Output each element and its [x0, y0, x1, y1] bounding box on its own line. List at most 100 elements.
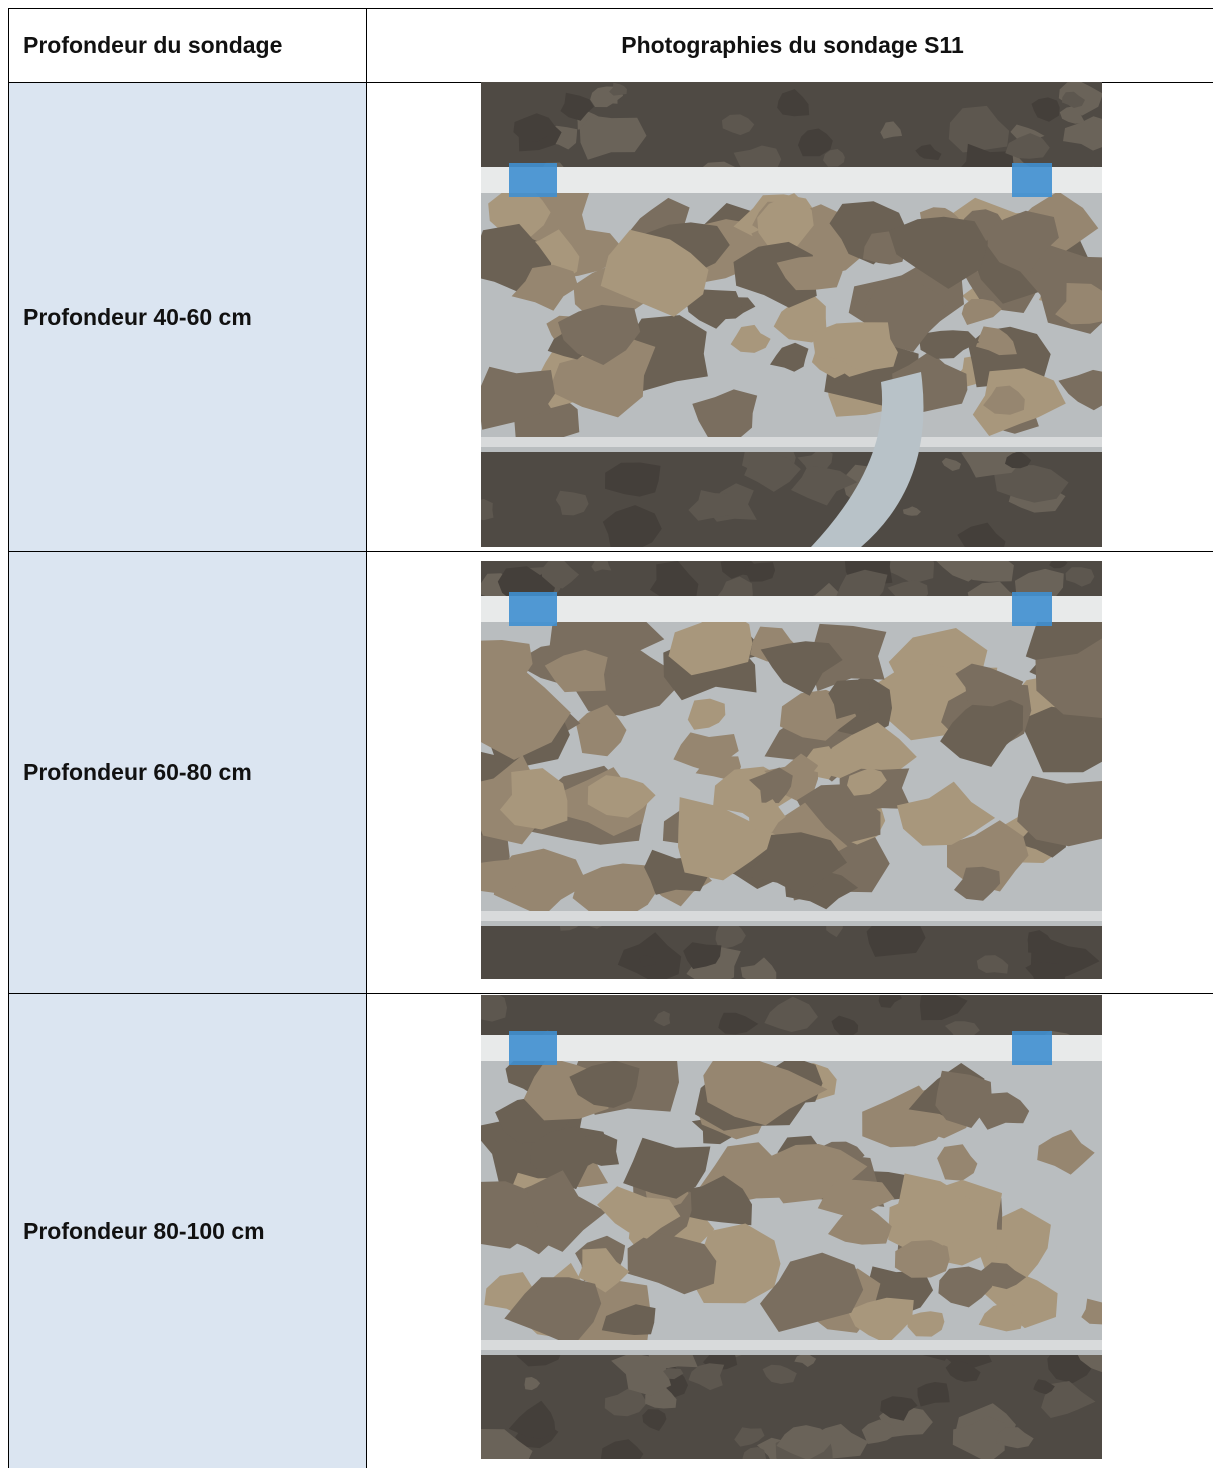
soil-clod: [703, 1046, 828, 1126]
soil-clod: [688, 1363, 725, 1391]
soil-clod: [798, 128, 833, 157]
soil-clod: [847, 768, 887, 796]
soil-clod: [575, 704, 627, 757]
soil-clod: [1033, 1379, 1055, 1395]
soil-clod: [748, 799, 786, 833]
pipe: [481, 596, 1102, 622]
soil-clod: [794, 1351, 817, 1367]
soil-clod: [481, 858, 529, 893]
soil-clod: [823, 149, 845, 167]
soil-clod: [941, 457, 961, 471]
soil-clod: [1063, 116, 1102, 151]
soil-clod: [975, 326, 1017, 356]
header-cell: Profondeur du sondage: [8, 8, 366, 82]
soil-clod: [948, 105, 1010, 153]
soil-clod: [653, 1010, 671, 1027]
soil-photo: [481, 561, 1102, 979]
soil-clod: [617, 932, 682, 979]
soil-clod: [687, 698, 726, 730]
soil-clod: [994, 465, 1069, 503]
soil-clod: [1035, 638, 1102, 719]
soil-clod: [604, 1388, 648, 1417]
tape: [509, 163, 557, 197]
soil-clod: [1081, 1298, 1102, 1325]
soil-clod: [828, 679, 870, 720]
soil-clod: [481, 662, 571, 760]
soil-clod: [996, 1427, 1034, 1449]
soil-clod: [481, 366, 555, 430]
soil-clod: [686, 289, 742, 329]
soil-clod: [1005, 133, 1050, 159]
row-label-cell: Profondeur 80-100 cm: [8, 993, 366, 1468]
soil-clod: [847, 1297, 914, 1345]
soil-clod: [983, 385, 1025, 415]
soil-clod: [721, 114, 755, 136]
soil-clod: [499, 768, 568, 830]
tape: [1012, 1031, 1052, 1065]
soil-clod: [579, 115, 647, 160]
soil-clod: [673, 732, 739, 773]
soil-clod: [600, 229, 709, 317]
pipe-edge: [481, 911, 1102, 921]
soil-clod: [915, 144, 942, 161]
soil-clod: [591, 561, 612, 572]
soil-clod: [765, 1144, 868, 1204]
soil-clod: [560, 92, 594, 121]
soil-clod: [979, 1092, 1030, 1130]
soil-clod: [558, 304, 641, 365]
soil-photo: [481, 82, 1102, 547]
soil-clod: [1037, 1129, 1095, 1175]
soil-clod: [935, 1070, 992, 1128]
soil-clod: [770, 342, 809, 372]
soil-clod: [811, 623, 887, 692]
soil-clod: [937, 1144, 978, 1181]
soil-clod: [572, 863, 661, 919]
soil-clod: [893, 1173, 989, 1246]
soil-clod: [980, 1262, 1027, 1290]
soil-clod: [730, 324, 771, 353]
soil-clod: [541, 561, 580, 589]
soil-clod: [762, 1364, 797, 1384]
soil-clod: [683, 942, 722, 969]
soil-clod: [918, 330, 980, 359]
soil-clod: [831, 1015, 859, 1038]
soil-clod: [1019, 706, 1102, 773]
pipe-edge: [481, 1340, 1102, 1350]
tape: [509, 592, 557, 626]
soil-clod: [791, 465, 858, 506]
soil-clod: [544, 649, 608, 693]
soil-clod: [757, 193, 814, 252]
soil-clod: [826, 922, 843, 938]
row-label: Profondeur 40-60 cm: [23, 303, 252, 330]
soil-clod: [776, 1425, 835, 1459]
auger: [811, 372, 924, 547]
soil-clod: [663, 1368, 684, 1380]
soil-clod: [888, 216, 988, 289]
soil-clod: [627, 1231, 717, 1295]
soil-clod: [609, 82, 627, 96]
soil-clod: [1031, 97, 1060, 122]
soil-clod: [961, 299, 1002, 325]
soil-clod: [883, 561, 935, 584]
soil-clod: [978, 1302, 1024, 1332]
soil-clod: [548, 334, 656, 418]
soil-clod: [817, 1178, 895, 1215]
pipe: [481, 1035, 1102, 1061]
soil-clod: [970, 1273, 1058, 1329]
row-label: Profondeur 80-100 cm: [23, 1217, 265, 1244]
soil-clod: [940, 691, 1024, 767]
soil-clod: [760, 1252, 864, 1332]
soil-clod: [623, 1137, 711, 1199]
soil-clod: [688, 490, 737, 521]
soil-clod: [945, 1360, 981, 1382]
soil-clod: [919, 995, 968, 1021]
row-label-cell: Profondeur 40-60 cm: [8, 82, 366, 551]
soil-clod: [639, 954, 657, 967]
header-text: Photographies du sondage S11: [621, 32, 964, 58]
tape: [1012, 163, 1052, 197]
soil-clod: [749, 767, 793, 804]
soil-clod: [597, 1186, 681, 1239]
soil-clod: [744, 446, 801, 492]
soil-clod: [1062, 91, 1085, 108]
soil-clod: [813, 722, 917, 784]
